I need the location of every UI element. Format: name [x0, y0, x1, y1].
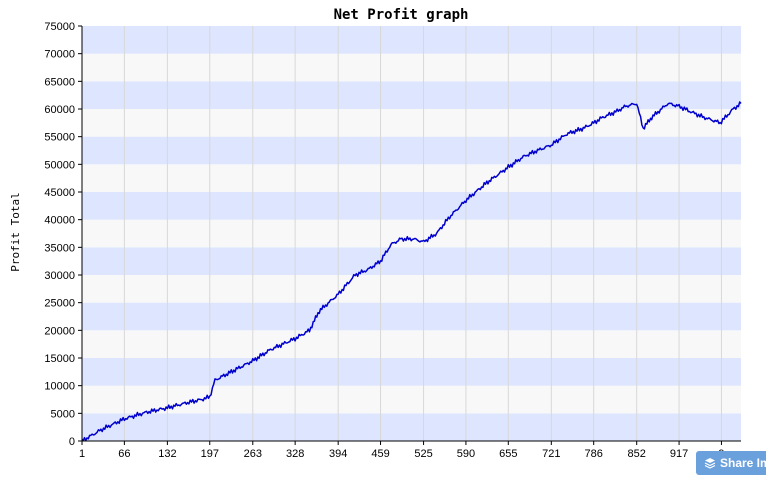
y-tick-label: 10000 [44, 381, 75, 393]
y-tick-label: 50000 [44, 159, 75, 171]
series-layer [81, 101, 742, 442]
x-tick-label: 394 [329, 448, 347, 460]
y-tick-label: 75000 [44, 21, 75, 33]
background-band [82, 109, 741, 137]
y-tick-label: 25000 [44, 298, 75, 310]
background-band [82, 275, 741, 303]
y-axis-tick-labels: 0 5000 10000 15000 20000 25000 30000 35000 40000… [44, 21, 75, 448]
x-tick-label: 590 [457, 448, 475, 460]
y-tick-label: 20000 [44, 325, 75, 337]
background-band [82, 302, 741, 331]
x-tick-label: 263 [244, 448, 262, 460]
x-tick-label: 525 [414, 448, 432, 460]
background-band [82, 26, 741, 54]
x-tick-label: 132 [158, 448, 176, 460]
x-tick-label: 917 [670, 448, 688, 460]
background-band [82, 81, 741, 109]
gridlines [81, 26, 722, 441]
y-tick-label: 65000 [44, 76, 75, 88]
chart-title: Net Profit graph [334, 7, 469, 23]
y-tick-label: 0 [69, 436, 75, 448]
background-band [82, 164, 741, 192]
y-tick-label: 40000 [44, 215, 75, 227]
background-band [82, 385, 741, 414]
y-tick-label: 30000 [44, 270, 75, 282]
x-axis-tick-labels: 1 66 132 197 263 328 394 459 525 590 655 721 786 852 9… [79, 448, 725, 460]
x-tick-label: 852 [628, 448, 646, 460]
x-tick-label: 721 [542, 448, 560, 460]
background-band [82, 330, 741, 358]
background-band [82, 136, 741, 165]
background-band [82, 192, 741, 220]
y-tick-label: 70000 [44, 49, 75, 61]
background-band [82, 413, 741, 441]
x-tick-label: 197 [201, 448, 219, 460]
y-tick-label: 45000 [44, 187, 75, 199]
y-tick-label: 15000 [44, 353, 75, 365]
y-tick-label: 55000 [44, 132, 75, 144]
y-axis-label: Profit Total [9, 192, 22, 271]
x-tick-label: 786 [585, 448, 603, 460]
background-bands [82, 26, 741, 441]
series-line [81, 101, 742, 442]
layers-icon [704, 458, 716, 469]
x-tick-label: 66 [118, 448, 130, 460]
y-tick-label: 35000 [44, 242, 75, 254]
x-tick-label: 1 [79, 448, 85, 460]
background-band [82, 358, 741, 386]
background-band [82, 53, 741, 82]
x-tick-label: 459 [371, 448, 389, 460]
x-tick-label: 655 [499, 448, 517, 460]
share-button-label: Share Im [720, 456, 766, 470]
y-tick-label: 60000 [44, 104, 75, 116]
y-tick-label: 5000 [51, 408, 75, 420]
share-image-button[interactable]: Share Im [696, 451, 766, 475]
x-tick-label: 328 [286, 448, 304, 460]
background-band [82, 219, 741, 248]
axes [78, 25, 741, 445]
background-band [82, 247, 741, 275]
